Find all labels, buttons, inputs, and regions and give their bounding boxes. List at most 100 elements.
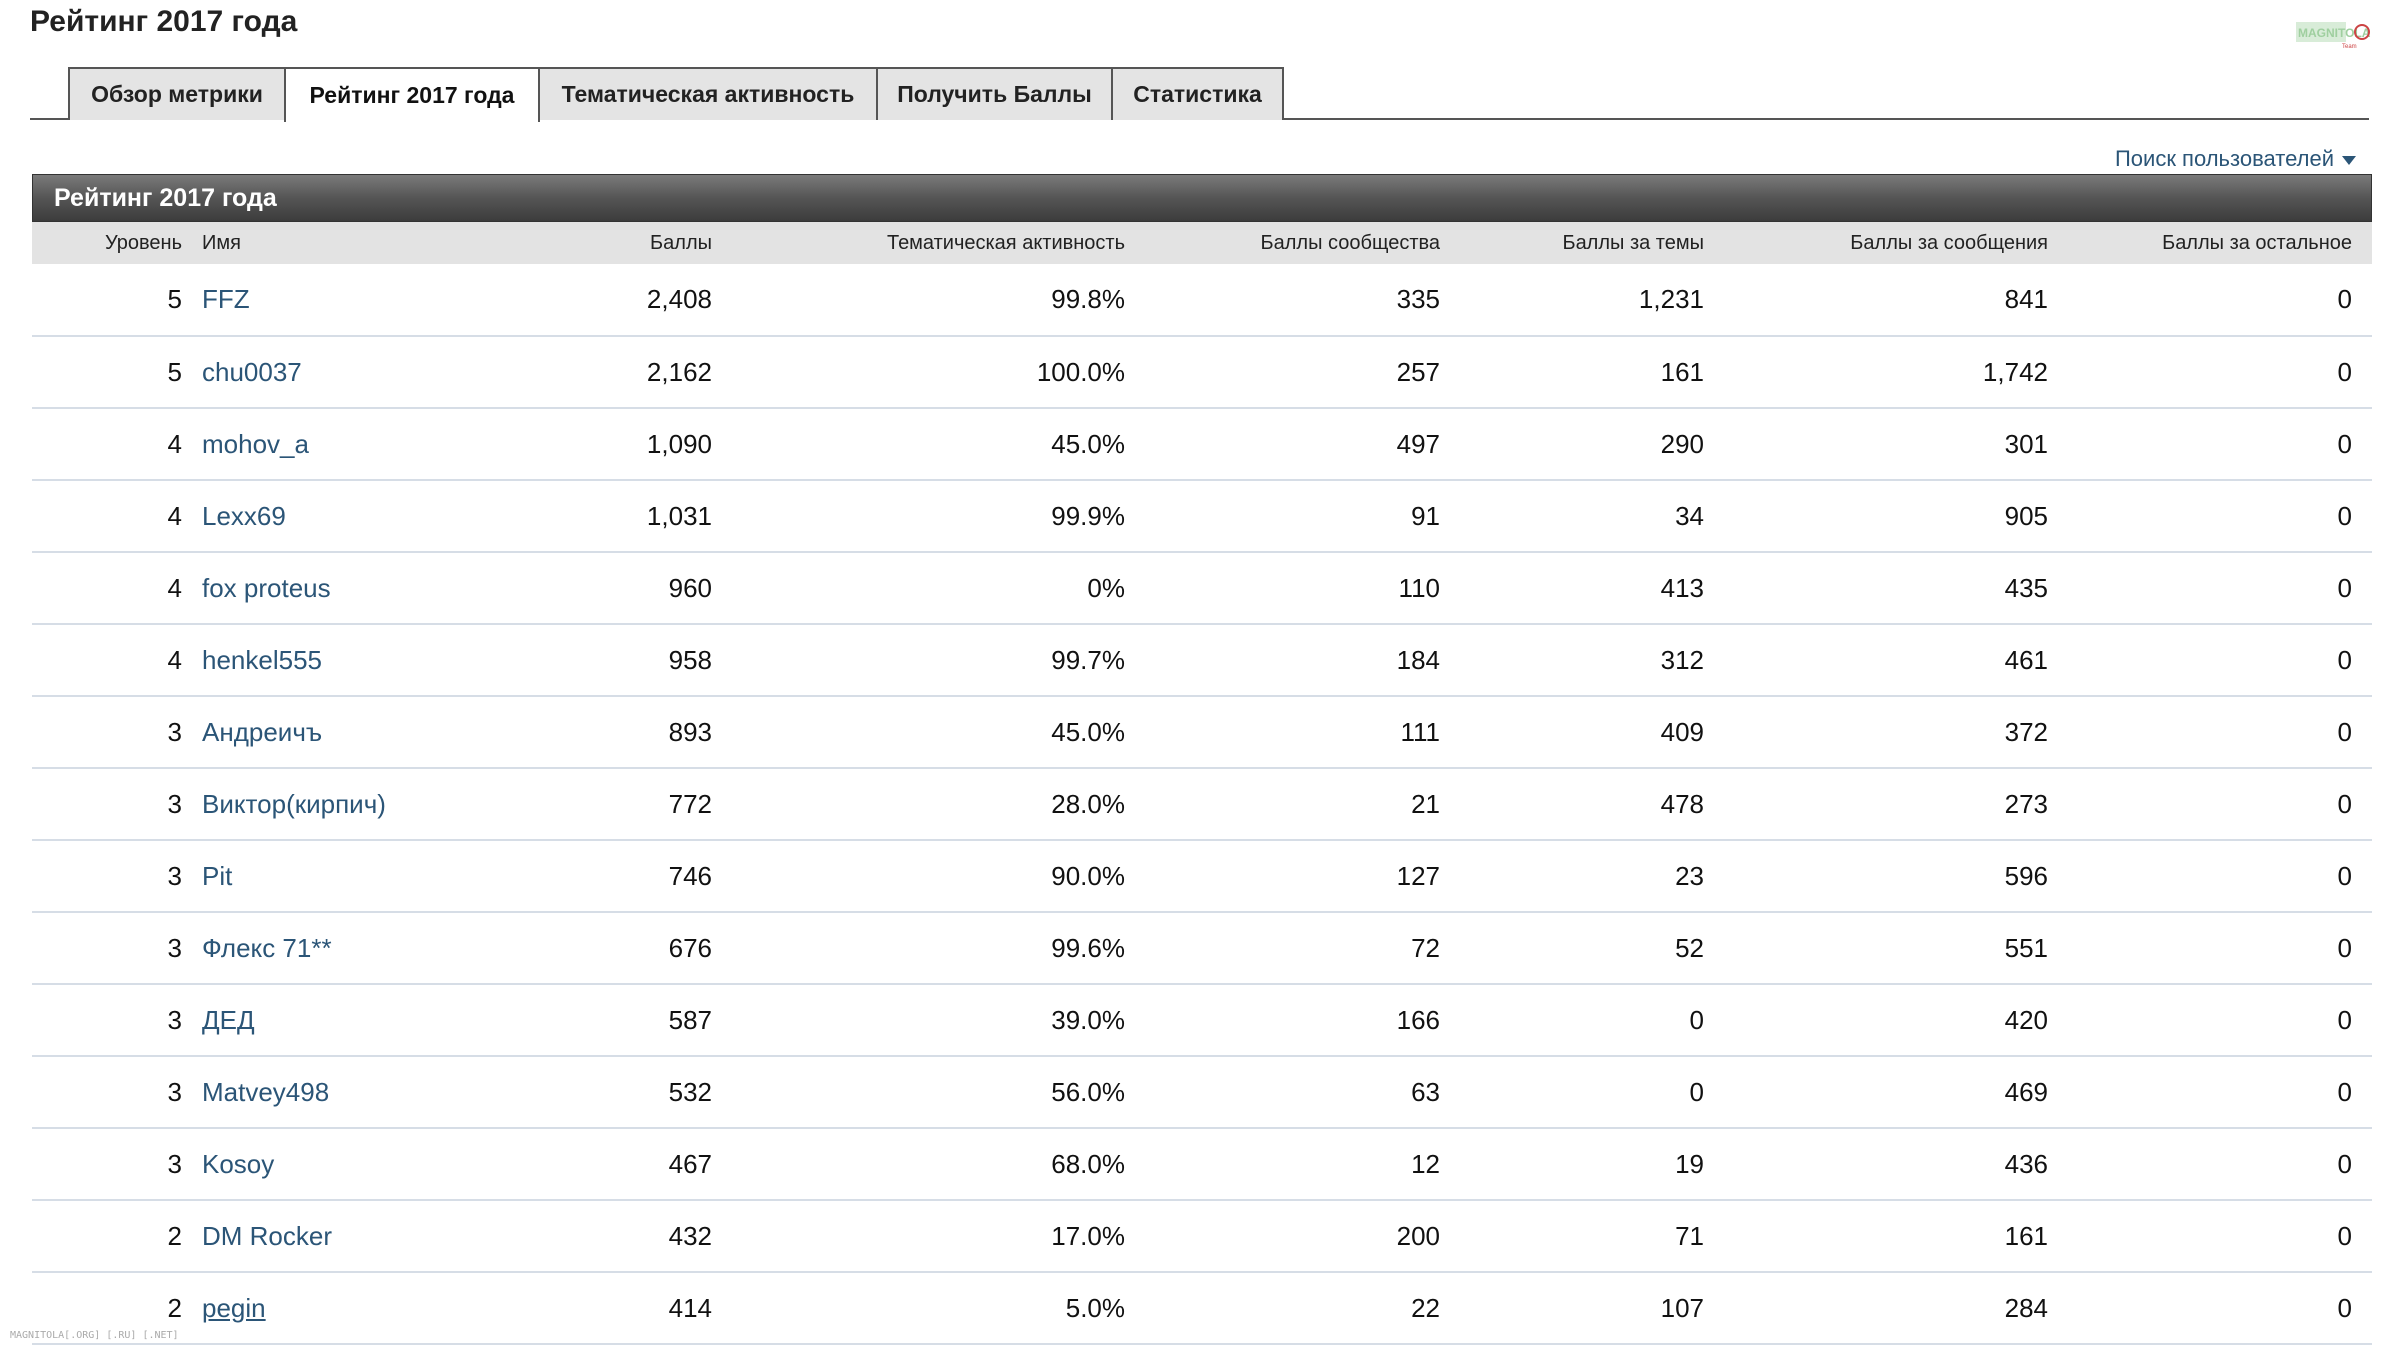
user-name-link[interactable]: Виктор(кирпич) xyxy=(202,788,386,819)
tab-get-points[interactable]: Получить Баллы xyxy=(876,67,1113,120)
post-points-cell: 461 xyxy=(2004,644,2048,675)
level-cell: 4 xyxy=(167,428,182,459)
user-name-link[interactable]: Kosoy xyxy=(202,1148,275,1179)
community-cell: 72 xyxy=(1411,932,1440,963)
other-points-cell: 0 xyxy=(2337,1148,2352,1179)
points-cell: 1,031 xyxy=(646,500,712,531)
user-name-link[interactable]: henkel555 xyxy=(202,644,322,675)
other-points-cell: 0 xyxy=(2337,1292,2352,1323)
user-name-link[interactable]: ДЕД xyxy=(202,1004,255,1035)
name-cell: Kosoy xyxy=(202,1128,402,1200)
community-cell: 110 xyxy=(1398,572,1440,603)
activity-cell: 99.9% xyxy=(1051,500,1125,531)
points-cell: 432 xyxy=(668,1220,712,1251)
column-header-activity[interactable]: Тематическая активность xyxy=(886,231,1125,254)
search-users-label: Поиск пользователей xyxy=(2114,146,2334,171)
other-points-cell: 0 xyxy=(2337,356,2352,387)
svg-text:MAGNITOLA: MAGNITOLA xyxy=(2298,26,2371,40)
name-cell: Matvey498 xyxy=(202,1056,402,1128)
user-name-link[interactable]: mohov_a xyxy=(202,428,309,459)
level-cell: 3 xyxy=(167,932,182,963)
table-row: 3 Флекс 71** 676 99.6% 72 52 551 0 xyxy=(32,912,2372,984)
level-cell: 3 xyxy=(167,1076,182,1107)
other-points-cell: 0 xyxy=(2337,644,2352,675)
points-cell: 958 xyxy=(668,644,712,675)
other-points-cell: 0 xyxy=(2337,1004,2352,1035)
points-cell: 746 xyxy=(668,860,712,891)
topic-points-cell: 409 xyxy=(1660,716,1704,747)
post-points-cell: 372 xyxy=(2004,716,2048,747)
table-row: 5 chu0037 2,162 100.0% 257 161 1,742 0 xyxy=(32,336,2372,408)
column-header-post-points[interactable]: Баллы за сообщения xyxy=(1850,231,2048,254)
activity-cell: 56.0% xyxy=(1051,1076,1125,1107)
user-name-link[interactable]: FFZ xyxy=(202,284,250,314)
tab-statistics[interactable]: Статистика xyxy=(1111,67,1284,120)
community-cell: 127 xyxy=(1396,860,1440,891)
post-points-cell: 161 xyxy=(2004,1220,2048,1251)
topic-points-cell: 52 xyxy=(1675,932,1704,963)
level-cell: 4 xyxy=(167,572,182,603)
community-cell: 166 xyxy=(1396,1004,1440,1035)
table-row: 3 Виктор(кирпич) 772 28.0% 21 478 273 0 xyxy=(32,768,2372,840)
topic-points-cell: 0 xyxy=(1689,1076,1704,1107)
name-cell: FFZ xyxy=(202,264,402,336)
community-cell: 21 xyxy=(1411,788,1440,819)
topic-points-cell: 71 xyxy=(1675,1220,1704,1251)
community-cell: 497 xyxy=(1396,428,1440,459)
table-header-row: Уровень Имя Баллы Тематическая активност… xyxy=(32,222,2372,264)
name-cell: ДЕД xyxy=(202,984,402,1056)
column-header-other-points[interactable]: Баллы за остальное xyxy=(2162,231,2352,254)
post-points-cell: 841 xyxy=(2004,284,2048,314)
user-name-link[interactable]: fox proteus xyxy=(202,572,331,603)
column-header-points[interactable]: Баллы xyxy=(650,231,712,254)
column-header-topic-points[interactable]: Баллы за темы xyxy=(1562,231,1704,254)
points-cell: 2,408 xyxy=(646,284,712,314)
column-header-name[interactable]: Имя xyxy=(202,231,241,254)
activity-cell: 90.0% xyxy=(1051,860,1125,891)
topic-points-cell: 290 xyxy=(1660,428,1704,459)
level-cell: 5 xyxy=(167,356,182,387)
panel-title: Рейтинг 2017 года xyxy=(54,183,277,212)
user-name-link[interactable]: Андреичъ xyxy=(202,716,323,747)
tab-overview[interactable]: Обзор метрики xyxy=(68,67,286,120)
other-points-cell: 0 xyxy=(2337,1220,2352,1251)
post-points-cell: 436 xyxy=(2004,1148,2048,1179)
topic-points-cell: 1,231 xyxy=(1638,284,1704,314)
post-points-cell: 435 xyxy=(2004,572,2048,603)
rating-table-body: 5 FFZ 2,408 99.8% 335 1,231 841 0 5 chu0037 2,162 1… xyxy=(32,264,2372,1344)
tab-topic-activity[interactable]: Тематическая активность xyxy=(538,67,878,120)
user-name-link[interactable]: Lexx69 xyxy=(202,500,286,531)
page-title: Рейтинг 2017 года xyxy=(30,5,298,38)
table-row: 4 fox proteus 960 0% 110 413 435 0 xyxy=(32,552,2372,624)
tab-bar: Обзор метрики Рейтинг 2017 года Тематиче… xyxy=(30,67,2369,122)
user-name-link[interactable]: Pit xyxy=(202,860,233,891)
post-points-cell: 551 xyxy=(2004,932,2048,963)
community-cell: 257 xyxy=(1396,356,1440,387)
activity-cell: 17.0% xyxy=(1051,1220,1125,1251)
user-name-link[interactable]: DM Rocker xyxy=(202,1220,333,1251)
topic-points-cell: 34 xyxy=(1675,500,1704,531)
community-cell: 335 xyxy=(1396,284,1440,314)
post-points-cell: 273 xyxy=(2004,788,2048,819)
points-cell: 772 xyxy=(668,788,712,819)
footer-watermark: MAGNITOLA[.ORG] [.RU] [.NET] xyxy=(10,1330,179,1341)
activity-cell: 99.6% xyxy=(1051,932,1125,963)
user-name-link[interactable]: pegin xyxy=(202,1292,266,1323)
activity-cell: 28.0% xyxy=(1051,788,1125,819)
points-cell: 532 xyxy=(668,1076,712,1107)
user-name-link[interactable]: Флекс 71** xyxy=(202,932,332,963)
points-cell: 676 xyxy=(668,932,712,963)
level-cell: 3 xyxy=(167,788,182,819)
level-cell: 4 xyxy=(167,500,182,531)
topic-points-cell: 107 xyxy=(1660,1292,1704,1323)
user-name-link[interactable]: Matvey498 xyxy=(202,1076,330,1107)
community-cell: 12 xyxy=(1411,1148,1440,1179)
tab-rating-2017[interactable]: Рейтинг 2017 года xyxy=(284,67,540,122)
column-header-level[interactable]: Уровень xyxy=(104,231,182,254)
column-header-community[interactable]: Баллы сообщества xyxy=(1260,231,1440,254)
user-name-link[interactable]: chu0037 xyxy=(202,356,302,387)
other-points-cell: 0 xyxy=(2337,932,2352,963)
search-users-link[interactable]: Поиск пользователей xyxy=(2115,146,2356,172)
topic-points-cell: 478 xyxy=(1660,788,1704,819)
activity-cell: 45.0% xyxy=(1051,716,1125,747)
